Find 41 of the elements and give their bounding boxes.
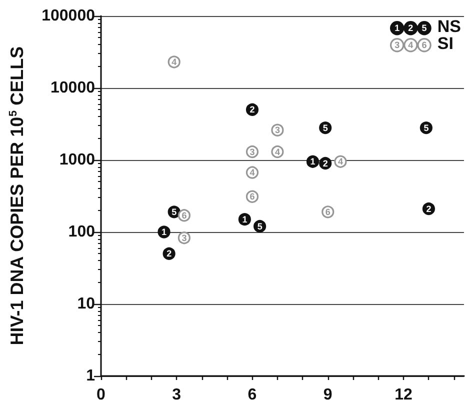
- y-tick-label: 10000: [50, 80, 96, 96]
- text: 1: [162, 227, 167, 237]
- text: 2: [166, 248, 172, 259]
- legend-label: 5: [422, 23, 427, 34]
- x-tick-label: 3: [172, 386, 182, 404]
- text: 3: [274, 125, 280, 136]
- text: 4: [338, 156, 343, 167]
- x-tick-label: 12: [394, 386, 412, 404]
- text: 2: [250, 104, 255, 115]
- series-label: 3: [182, 232, 187, 243]
- annotation: NS: [437, 17, 462, 36]
- text: 3: [250, 146, 255, 157]
- x-tick-label: 9: [323, 386, 332, 404]
- text: 4: [172, 56, 177, 67]
- text: 1: [310, 156, 316, 167]
- text: 5: [257, 221, 262, 232]
- y-axis-title: HIV-1 DNA COPIES PER 105 CELLS: [7, 46, 27, 346]
- text: 6: [325, 206, 330, 217]
- y-tick-label: 10: [77, 296, 96, 312]
- text: 1: [394, 23, 400, 34]
- text: 5: [172, 206, 177, 217]
- text: 2: [426, 204, 432, 214]
- text: 2: [322, 158, 328, 168]
- text: 5: [322, 122, 328, 133]
- y-tick-label: 100000: [42, 8, 96, 24]
- legend-label: 6: [422, 40, 427, 50]
- text: 4: [250, 168, 255, 178]
- series-label: 1: [242, 214, 248, 224]
- y-tick-label: 1: [86, 368, 96, 384]
- text: 4: [274, 146, 280, 157]
- text: 3: [394, 40, 400, 50]
- x-tick-label: 0: [96, 386, 106, 404]
- legend-label: 2: [408, 23, 414, 34]
- text: 6: [182, 210, 187, 220]
- annotation: SI: [437, 34, 454, 53]
- y-tick-label: 100: [68, 224, 96, 240]
- text: 6: [250, 192, 255, 202]
- legend-label: 4: [408, 40, 414, 50]
- x-tick-label: 6: [248, 386, 257, 404]
- text: 5: [424, 122, 429, 133]
- y-tick-label: 1000: [59, 152, 96, 168]
